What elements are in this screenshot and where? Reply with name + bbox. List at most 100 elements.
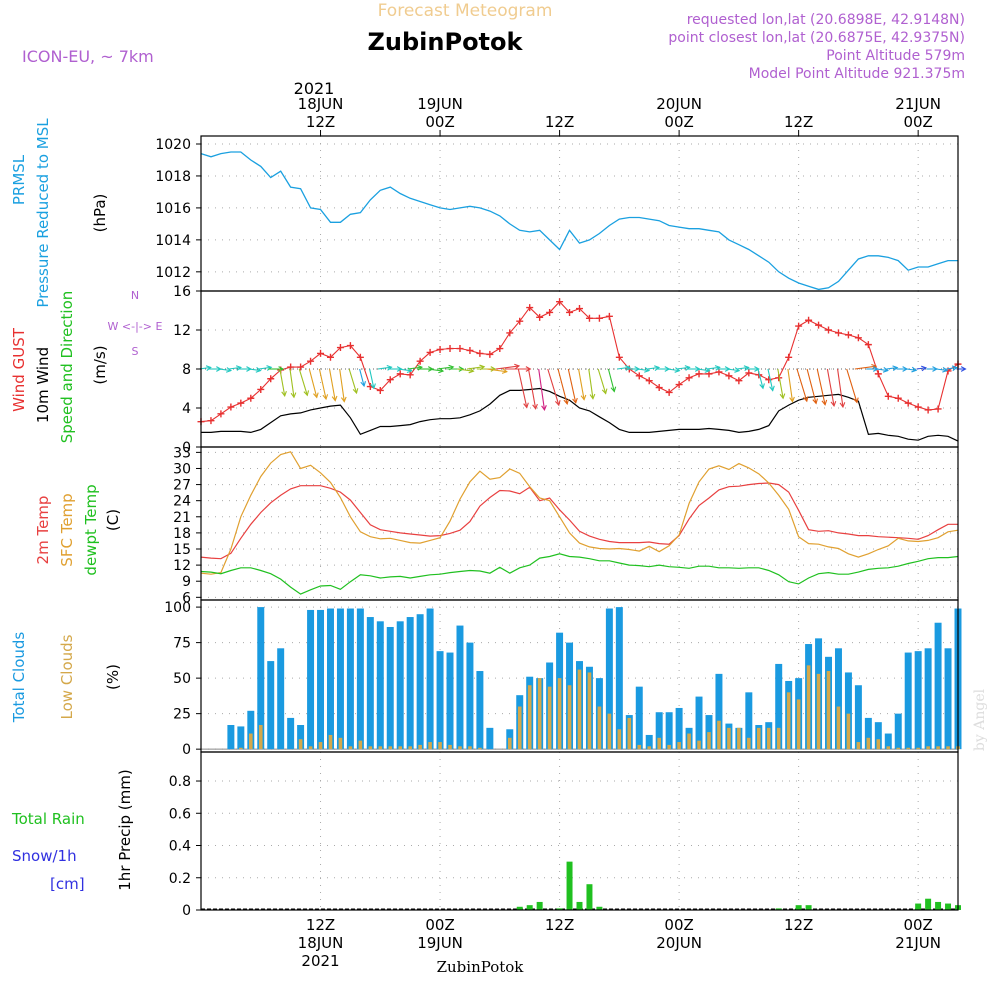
low-cloud-bar	[527, 685, 532, 750]
total-cloud-bar	[944, 648, 952, 750]
wind-direction-arrow	[767, 368, 774, 391]
total-cloud-bar	[775, 663, 783, 750]
low-cloud-bar	[378, 746, 383, 750]
wind-gust-marker	[506, 329, 514, 337]
wind-gust-marker	[476, 349, 484, 357]
wind-ytick-label: 0	[182, 440, 191, 456]
low-cloud-bar	[946, 746, 950, 750]
wind-gust-marker	[556, 298, 564, 306]
wind-gust-marker	[585, 314, 593, 322]
clouds-ytick-label: 100	[164, 600, 191, 616]
precip-bar	[576, 901, 583, 910]
top-date-label: 18JUN	[298, 95, 344, 113]
bottom-hour-label: 12Z	[306, 916, 335, 934]
total-cloud-bar	[247, 710, 255, 750]
wind-direction-arrow	[369, 368, 375, 389]
wind-gust-marker	[566, 308, 574, 316]
wind-direction-arrow	[348, 368, 358, 394]
wind-direction-arrow	[318, 368, 327, 400]
wind-direction-arrow	[328, 368, 336, 401]
wind-gust-marker	[785, 353, 793, 361]
wind-gust-marker	[825, 326, 833, 334]
precip-bar	[536, 901, 543, 910]
low-cloud-bar	[398, 746, 403, 750]
wind-direction-arrowhead	[580, 394, 587, 401]
total-cloud-bar	[227, 725, 235, 750]
clouds-ytick-label: 75	[173, 636, 191, 652]
precip-bar	[795, 905, 802, 910]
wind-gust-marker	[297, 363, 305, 371]
low-cloud-bar	[438, 742, 442, 750]
total-cloud-bar	[436, 651, 444, 750]
low-cloud-bar	[876, 739, 881, 750]
wind-direction-arrow	[258, 366, 272, 370]
wind-direction-arrowhead	[563, 398, 570, 405]
pressure-unit: (hPa)	[91, 194, 109, 233]
total-cloud-bar	[297, 725, 305, 750]
total-rain-label: Total Rain	[11, 810, 85, 828]
wind-gust-marker	[605, 312, 613, 320]
wind-gust-marker	[715, 368, 723, 376]
low-cloud-bar	[428, 742, 432, 750]
wind-direction-arrow	[916, 367, 926, 370]
temperature-line-2	[200, 553, 959, 595]
wind-direction-arrow	[279, 368, 286, 396]
precip-ytick-label: 0.4	[169, 839, 191, 855]
bottom-hour-label: 12Z	[545, 916, 574, 934]
wind-direction-arrow	[854, 365, 877, 370]
total-cloud-bar	[844, 672, 852, 750]
precip-bar	[805, 905, 812, 910]
total-cloud-bar	[237, 726, 245, 750]
wind-direction-arrowhead	[839, 402, 846, 409]
bottom-hour-label: 00Z	[664, 916, 693, 934]
wind-gust-marker	[386, 376, 394, 384]
total-cloud-bar	[336, 608, 344, 750]
wind-gust-marker	[815, 321, 823, 329]
wind-direction-arrow	[886, 367, 898, 370]
wind-ytick-label: 16	[173, 284, 191, 300]
wind-gust-marker	[854, 334, 862, 342]
bottom-date-label: 18JUN	[298, 934, 344, 952]
wind-direction-arrowhead	[255, 367, 262, 373]
wind-direction-arrowhead	[892, 365, 899, 372]
wind-direction-arrow	[796, 368, 808, 402]
wind-ytick-label: 4	[182, 401, 191, 417]
wind-gust-marker	[805, 316, 813, 324]
wind-gust-marker	[486, 350, 494, 358]
low-cloud-bar	[866, 737, 871, 750]
pressure-ytick-label: 1020	[155, 137, 191, 153]
low-cloud-bar	[846, 713, 851, 750]
low-cloud-bar	[687, 733, 691, 750]
temperature-ytick-label: 33	[173, 445, 191, 461]
wind-gust-marker	[864, 341, 872, 349]
wind-direction-arrowhead	[759, 383, 765, 390]
bottom-location: ZubinPotok	[437, 958, 525, 976]
wind-direction-arrow	[597, 368, 607, 394]
low-cloud-bar	[468, 746, 472, 750]
wind-direction-arrowhead	[951, 365, 958, 372]
wind-gust-label: Wind GUST	[10, 327, 28, 412]
wind-gust-marker	[685, 374, 693, 382]
pressure-ytick-label: 1014	[155, 233, 191, 249]
precip-ytick-label: 0	[182, 903, 191, 919]
low-cloud-bar	[418, 744, 422, 750]
top-hour-label: 12Z	[784, 113, 813, 131]
wind-gust-marker	[874, 370, 882, 378]
low-cloud-bar	[547, 686, 552, 750]
wind-direction-arrow	[816, 368, 826, 405]
wind-direction-arrow	[588, 368, 594, 399]
total-cloud-bar	[486, 727, 494, 750]
bottom-hour-label: 12Z	[784, 916, 813, 934]
wind-direction-arrowhead	[610, 386, 617, 393]
compass-north: N	[131, 289, 139, 302]
wind-direction-arrowhead	[205, 365, 212, 371]
compass-west-east: W <-|-> E	[108, 320, 163, 333]
low-cloud-bar	[926, 746, 930, 750]
precip-unit: 1hr Precip (mm)	[116, 769, 134, 890]
low-cloud-bar	[617, 729, 622, 750]
total-cloud-bar	[635, 686, 643, 750]
bottom-date-label: 19JUN	[417, 934, 463, 952]
low-cloud-bar	[358, 740, 363, 750]
wind-direction-arrowhead	[331, 395, 338, 402]
wind-gust-marker	[496, 345, 504, 353]
